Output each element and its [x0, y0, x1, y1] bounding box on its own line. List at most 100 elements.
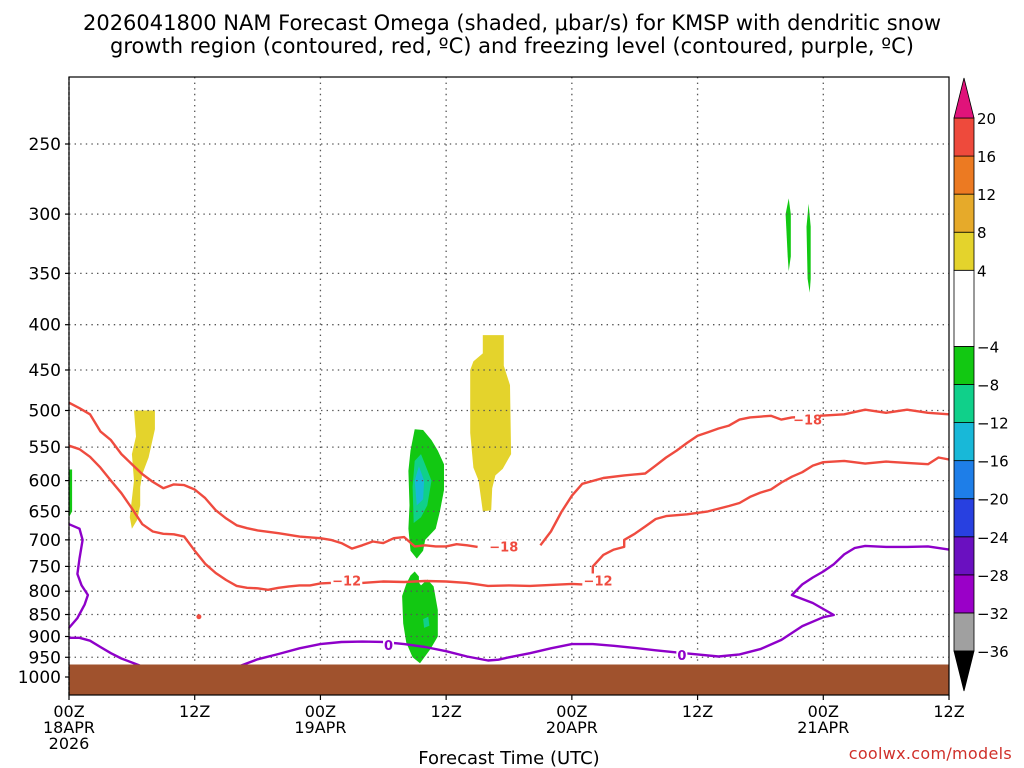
colorbar-segment-0: [953, 612, 975, 652]
omega-region-yellow-middle: [470, 335, 512, 512]
contour-dgz-lower-right: [591, 456, 950, 585]
colorbar-label-10: −24: [977, 529, 1009, 547]
omega-region-teal-core: [414, 466, 425, 506]
y-tick-label-400: 400: [29, 316, 61, 336]
omega-region-green-streak-a: [785, 198, 791, 272]
x-tick-label-72-1: 21APR: [797, 718, 849, 737]
y-tick-label-350: 350: [29, 264, 61, 284]
colorbar-label-13: −36: [977, 643, 1009, 661]
contour-dgz-lower-middle: [362, 579, 583, 588]
colorbar-label-4: 4: [977, 262, 987, 280]
y-tick-label-250: 250: [29, 135, 61, 155]
contour-label-bg-3: [585, 573, 611, 588]
y-tick-label-500: 500: [29, 402, 61, 422]
y-tick-label-700: 700: [29, 531, 61, 551]
contour-speck: [196, 614, 202, 620]
y-tick-label-750: 750: [29, 557, 61, 577]
x-tick-label-24-1: 19APR: [294, 718, 346, 737]
contour-dgz-upper-right: [539, 408, 950, 547]
y-tick-label-1000: 1000: [18, 668, 61, 688]
contour-label-2: −12: [332, 574, 361, 589]
omega-region-cyan-lower-core: [423, 616, 430, 628]
y-tick-label-450: 450: [29, 361, 61, 381]
y-tick-label-850: 850: [29, 606, 61, 626]
contour-label-bg-0: [491, 539, 517, 554]
y-tick-label-950: 950: [29, 648, 61, 668]
colorbar-label-1: 16: [977, 148, 996, 166]
colorbar-label-2: 12: [977, 186, 996, 204]
y-axis: 2503003504004505005506006507007508008509…: [18, 135, 69, 688]
contour-label-bg-1: [795, 412, 821, 427]
chart-title-line1: 2026041800 NAM Forecast Omega (shaded, μ…: [82, 11, 942, 35]
colorbar-segment-2: [953, 536, 975, 576]
contour-freezing-bottom-left: [69, 636, 143, 668]
x-tick-label-12-0: 12Z: [179, 702, 210, 721]
x-tick-label-48-0: 00Z: [556, 702, 587, 721]
contour-label-4: 0: [384, 639, 393, 654]
contour-label-bg-5: [676, 648, 688, 663]
x-tick-label-0-2: 2026: [49, 734, 90, 753]
colorbar-label-3: 8: [977, 224, 987, 242]
colorbar-label-9: −20: [977, 491, 1009, 509]
chart-title-line2: growth region (contoured, red, ºC) and f…: [110, 34, 914, 58]
colorbar-segment-9: [953, 231, 975, 271]
x-tick-label-0-1: 18APR: [43, 718, 95, 737]
y-tick-label-300: 300: [29, 205, 61, 225]
contour-label-0: −18: [489, 540, 518, 555]
contour-lines: [68, 401, 950, 669]
y-tick-label-550: 550: [29, 438, 61, 458]
omega-region-green-edge-left: [69, 469, 73, 518]
contour-label-bg-2: [334, 573, 360, 588]
x-tick-label-0-0: 00Z: [53, 702, 84, 721]
colorbar-top-arrow: [953, 77, 975, 119]
contour-label-bg-4: [383, 637, 395, 652]
contour-freezing-main: [236, 544, 950, 669]
colorbar-segment-11: [953, 155, 975, 195]
x-tick-label-84-0: 12Z: [933, 702, 964, 721]
colorbar-segment-1: [953, 574, 975, 614]
colorbar-segment-3: [953, 498, 975, 538]
omega-shading: [69, 198, 811, 664]
colorbar-label-0: 20: [977, 110, 996, 128]
colorbar-label-11: −28: [977, 567, 1009, 585]
colorbar: 20 16 12 8 4 −4 −8 −12 −16 −20 −24 −28 −32 −36: [953, 77, 1009, 692]
colorbar-label-6: −8: [977, 377, 999, 395]
y-tick-label-800: 800: [29, 582, 61, 602]
colorbar-segment-6: [953, 384, 975, 423]
colorbar-segment-8: [953, 269, 975, 347]
y-tick-label-900: 900: [29, 627, 61, 647]
colorbar-segment-10: [953, 193, 975, 233]
colorbar-label-12: −32: [977, 605, 1009, 623]
contour-labels: −18 −18 −12 −12 0 0: [332, 412, 822, 664]
contour-freezing-left: [68, 523, 90, 629]
omega-region-green-streak-b: [806, 203, 811, 293]
colorbar-segment-4: [953, 460, 975, 500]
contour-label-5: 0: [677, 649, 686, 664]
y-tick-label-600: 600: [29, 472, 61, 492]
x-axis-label: Forecast Time (UTC): [418, 748, 599, 768]
colorbar-segment-5: [953, 422, 975, 462]
y-tick-label-650: 650: [29, 502, 61, 522]
x-tick-label-72-0: 00Z: [808, 702, 839, 721]
contour-label-3: −12: [584, 574, 613, 589]
colorbar-label-5: −4: [977, 338, 999, 356]
x-tick-label-24-0: 00Z: [305, 702, 336, 721]
plot-frame: [68, 76, 950, 696]
x-tick-label-48-1: 20APR: [546, 718, 598, 737]
colorbar-segment-7: [953, 346, 975, 385]
credit-text: coolwx.com/models: [848, 744, 1012, 763]
contour-dgz-lower-left: [68, 444, 331, 591]
omega-region-green-lower: [402, 571, 438, 664]
x-tick-label-60-0: 12Z: [682, 702, 713, 721]
colorbar-bottom-arrow: [953, 650, 975, 692]
omega-region-yellow-left: [129, 410, 155, 529]
contour-label-1: −18: [793, 414, 822, 429]
contour-dgz-upper-left: [68, 401, 478, 550]
colorbar-label-8: −16: [977, 453, 1009, 471]
x-tick-label-36-0: 12Z: [430, 702, 461, 721]
colorbar-label-7: −12: [977, 415, 1009, 433]
colorbar-segment-12: [953, 117, 975, 157]
